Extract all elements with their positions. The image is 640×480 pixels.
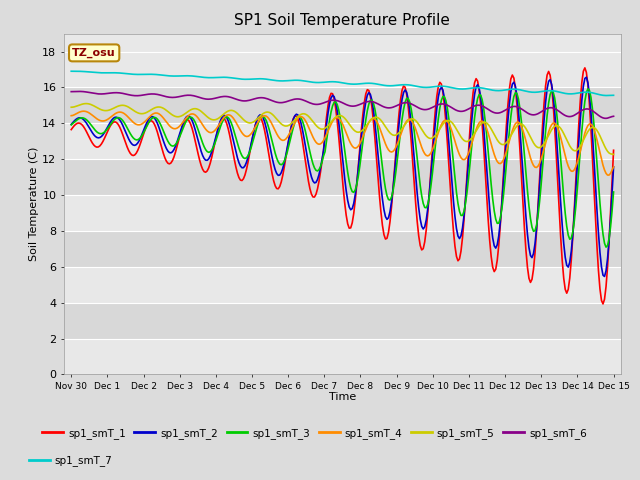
Bar xyxy=(64,195,621,231)
Bar xyxy=(64,303,621,338)
Bar xyxy=(64,267,621,303)
Bar xyxy=(64,231,621,267)
Bar xyxy=(64,159,621,195)
Bar xyxy=(64,51,621,87)
X-axis label: Time: Time xyxy=(329,393,356,402)
Text: TZ_osu: TZ_osu xyxy=(72,48,116,58)
Title: SP1 Soil Temperature Profile: SP1 Soil Temperature Profile xyxy=(234,13,451,28)
Legend: sp1_smT_7: sp1_smT_7 xyxy=(25,451,116,470)
Bar xyxy=(64,123,621,159)
Bar xyxy=(64,338,621,374)
Y-axis label: Soil Temperature (C): Soil Temperature (C) xyxy=(29,147,40,261)
Bar xyxy=(64,87,621,123)
